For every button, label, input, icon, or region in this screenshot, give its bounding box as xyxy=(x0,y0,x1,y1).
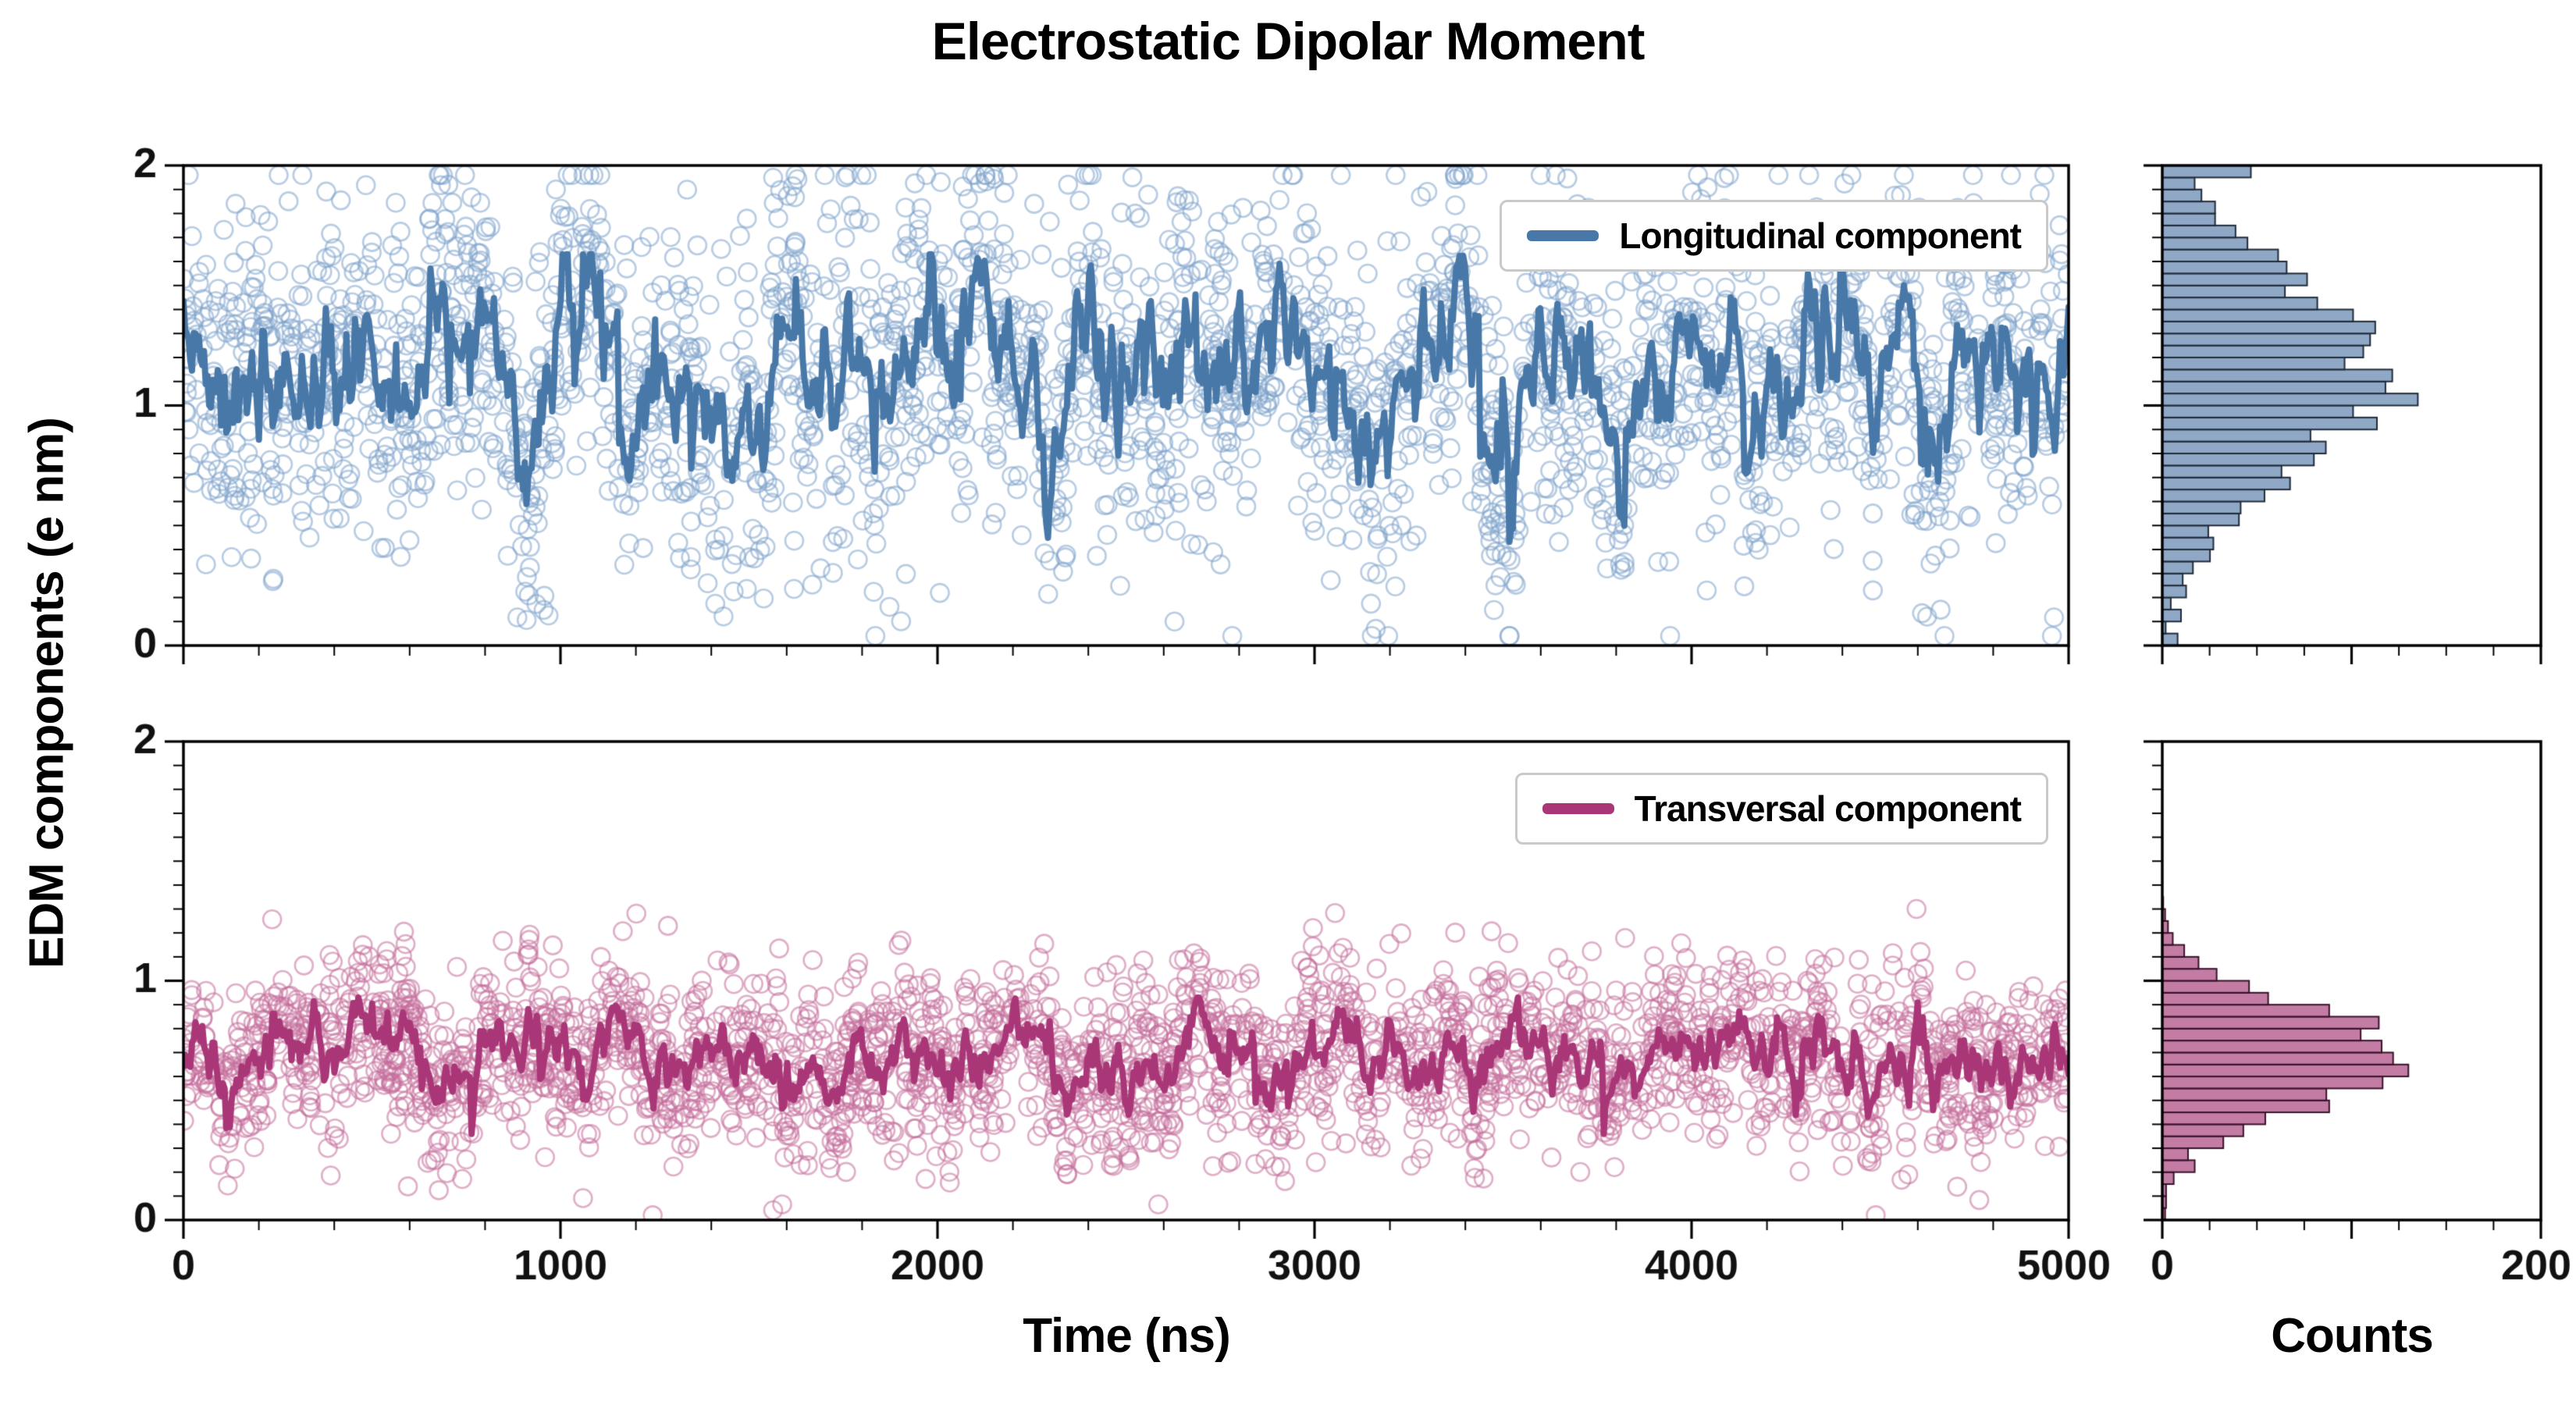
chart-title: Electrostatic Dipolar Moment xyxy=(931,12,1646,71)
legend-line-swatch-transversal xyxy=(1542,803,1614,814)
legend-longitudinal: Longitudinal component xyxy=(1500,200,2048,272)
y-axis-label: EDM components (e nm) xyxy=(20,418,74,969)
counts-axis-label: Counts xyxy=(2271,1309,2434,1363)
legend-label-transversal: Transversal component xyxy=(1634,788,2022,829)
x-axis-label: Time (ns) xyxy=(1023,1309,1230,1363)
legend-line-swatch-longitudinal xyxy=(1527,230,1599,241)
legend-transversal: Transversal component xyxy=(1514,773,2048,845)
legend-label-longitudinal: Longitudinal component xyxy=(1619,215,2022,256)
